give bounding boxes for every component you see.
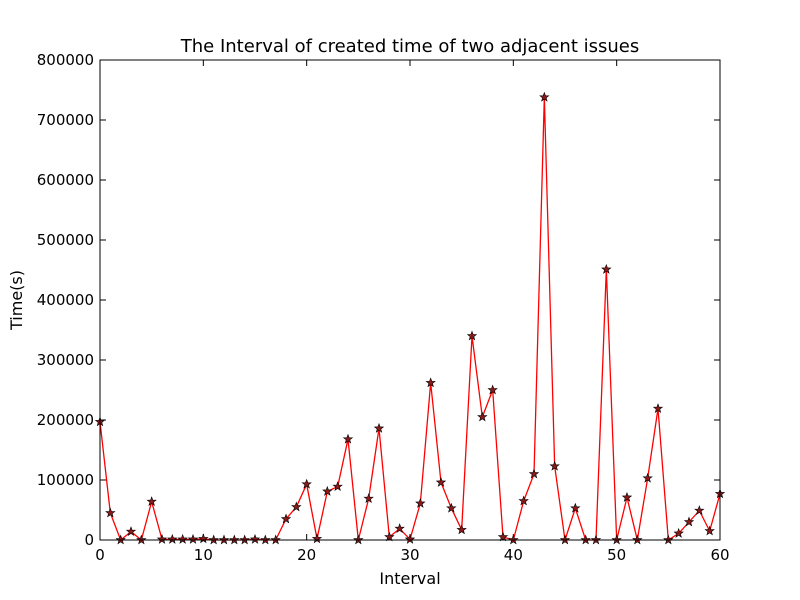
data-point-star bbox=[311, 533, 323, 544]
data-point-star bbox=[301, 478, 312, 489]
data-point-star bbox=[528, 468, 540, 479]
x-tick-label: 10 bbox=[194, 546, 213, 564]
data-point-star bbox=[446, 502, 457, 513]
x-tick-label: 0 bbox=[95, 546, 105, 564]
plot-area bbox=[100, 60, 720, 540]
y-axis-label: Time(s) bbox=[7, 270, 26, 331]
data-point-star bbox=[249, 533, 261, 544]
data-point-star bbox=[125, 526, 137, 537]
data-point-star bbox=[167, 533, 178, 544]
data-point-star bbox=[322, 485, 333, 496]
data-point-star bbox=[332, 481, 343, 492]
data-point-star bbox=[363, 493, 374, 504]
data-point-star bbox=[280, 513, 292, 524]
data-point-star bbox=[694, 505, 705, 516]
data-point-star bbox=[146, 496, 157, 507]
y-tick-label: 100000 bbox=[37, 471, 94, 489]
y-tick-label: 700000 bbox=[37, 111, 94, 129]
data-point-star bbox=[342, 433, 354, 444]
x-axis: 0 10 20 30 40 50 60 bbox=[95, 60, 730, 564]
chart-title: The Interval of created time of two adja… bbox=[180, 36, 639, 57]
data-point-star bbox=[404, 533, 416, 544]
y-tick-label: 600000 bbox=[37, 171, 94, 189]
data-point-star bbox=[105, 507, 116, 518]
data-point-star bbox=[415, 497, 426, 508]
data-point-star bbox=[187, 533, 199, 544]
x-axis-label: Interval bbox=[379, 569, 440, 588]
data-point-star bbox=[497, 531, 509, 542]
data-point-star bbox=[198, 533, 209, 544]
data-point-star bbox=[156, 533, 168, 544]
plot-frame bbox=[99, 59, 721, 541]
x-tick-label: 40 bbox=[504, 546, 523, 564]
data-point-star bbox=[425, 377, 436, 388]
data-point-star bbox=[466, 330, 478, 341]
data-point-star bbox=[652, 403, 664, 414]
x-tick-label: 50 bbox=[607, 546, 626, 564]
data-point-star bbox=[373, 422, 385, 433]
data-point-star bbox=[673, 527, 684, 538]
data-point-star bbox=[642, 472, 653, 483]
y-tick-label: 400000 bbox=[37, 291, 94, 309]
data-point-star bbox=[683, 516, 695, 527]
y-tick-label: 500000 bbox=[37, 231, 94, 249]
y-tick-label: 300000 bbox=[37, 351, 94, 369]
x-tick-label: 60 bbox=[710, 546, 729, 564]
data-point-star bbox=[477, 411, 488, 422]
data-point-star bbox=[177, 533, 188, 544]
data-point-star bbox=[704, 525, 715, 536]
data-point-star bbox=[570, 502, 581, 513]
data-point-star bbox=[539, 91, 550, 102]
data-point-star bbox=[456, 524, 467, 535]
x-tick-label: 30 bbox=[400, 546, 419, 564]
data-point-star bbox=[394, 523, 405, 534]
data-point-star bbox=[384, 531, 395, 542]
x-tick-label: 20 bbox=[297, 546, 316, 564]
data-point-star bbox=[291, 501, 302, 512]
y-axis: 0 100000 200000 300000 400000 500000 600000 700… bbox=[37, 51, 720, 549]
data-point-star bbox=[487, 384, 498, 395]
data-point-star bbox=[601, 263, 612, 274]
data-point-star bbox=[518, 495, 529, 506]
y-tick-label: 200000 bbox=[37, 411, 94, 429]
data-point-star bbox=[621, 491, 633, 502]
data-point-star bbox=[435, 476, 447, 487]
y-tick-label: 800000 bbox=[37, 51, 94, 69]
y-tick-label: 0 bbox=[84, 531, 94, 549]
data-point-star bbox=[549, 460, 560, 471]
